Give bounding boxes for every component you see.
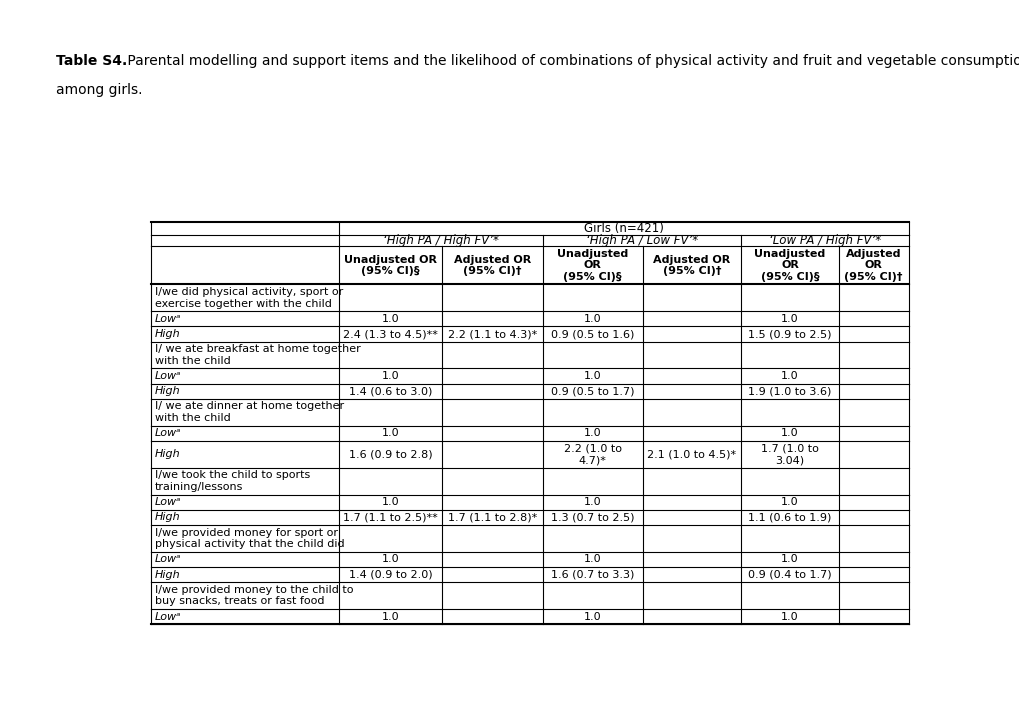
Text: I/we did physical activity, sport or
exercise together with the child: I/we did physical activity, sport or exe…	[155, 287, 343, 309]
Text: 1.0: 1.0	[583, 371, 601, 381]
Text: Adjusted
OR
(95% CI)†: Adjusted OR (95% CI)†	[844, 249, 902, 282]
Text: 1.0: 1.0	[583, 314, 601, 324]
Text: Lowᵃ: Lowᵃ	[155, 611, 181, 621]
Text: ‘Low PA / High FV’*: ‘Low PA / High FV’*	[768, 234, 880, 247]
Text: 1.1 (0.6 to 1.9): 1.1 (0.6 to 1.9)	[748, 513, 830, 522]
Text: among girls.: among girls.	[56, 83, 143, 96]
Text: 1.0: 1.0	[781, 497, 798, 507]
Text: 1.0: 1.0	[583, 428, 601, 438]
Text: 1.0: 1.0	[381, 497, 399, 507]
Text: 0.9 (0.5 to 1.6): 0.9 (0.5 to 1.6)	[550, 329, 634, 339]
Text: I/ we ate breakfast at home together
with the child: I/ we ate breakfast at home together wit…	[155, 344, 361, 366]
Text: Lowᵃ: Lowᵃ	[155, 497, 181, 507]
Text: 1.7 (1.1 to 2.8)*: 1.7 (1.1 to 2.8)*	[447, 513, 536, 522]
Text: Unadjusted
OR
(95% CI)§: Unadjusted OR (95% CI)§	[754, 249, 824, 282]
Text: 1.7 (1.0 to
3.04): 1.7 (1.0 to 3.04)	[760, 444, 818, 465]
Text: 2.2 (1.1 to 4.3)*: 2.2 (1.1 to 4.3)*	[447, 329, 536, 339]
Text: I/we provided money for sport or
physical activity that the child did: I/we provided money for sport or physica…	[155, 528, 344, 549]
Text: 1.0: 1.0	[781, 428, 798, 438]
Text: 1.9 (1.0 to 3.6): 1.9 (1.0 to 3.6)	[748, 386, 830, 396]
Text: 2.2 (1.0 to
4.7)*: 2.2 (1.0 to 4.7)*	[564, 444, 622, 465]
Text: 1.0: 1.0	[381, 428, 399, 438]
Text: Lowᵃ: Lowᵃ	[155, 371, 181, 381]
Text: Table S4.: Table S4.	[56, 54, 127, 68]
Text: ‘High PA / Low FV’*: ‘High PA / Low FV’*	[585, 234, 697, 247]
Text: 2.4 (1.3 to 4.5)**: 2.4 (1.3 to 4.5)**	[343, 329, 438, 339]
Text: High: High	[155, 449, 180, 459]
Text: High: High	[155, 386, 180, 396]
Text: 1.7 (1.1 to 2.5)**: 1.7 (1.1 to 2.5)**	[343, 513, 438, 522]
Text: Lowᵃ: Lowᵃ	[155, 428, 181, 438]
Text: 0.9 (0.4 to 1.7): 0.9 (0.4 to 1.7)	[747, 570, 830, 580]
Text: 1.0: 1.0	[381, 314, 399, 324]
Text: High: High	[155, 570, 180, 580]
Text: Unadjusted OR
(95% CI)§: Unadjusted OR (95% CI)§	[343, 255, 437, 276]
Text: 1.0: 1.0	[381, 371, 399, 381]
Text: Lowᵃ: Lowᵃ	[155, 314, 181, 324]
Text: Lowᵃ: Lowᵃ	[155, 554, 181, 564]
Text: I/we provided money to the child to
buy snacks, treats or fast food: I/we provided money to the child to buy …	[155, 585, 354, 606]
Text: Adjusted OR
(95% CI)†: Adjusted OR (95% CI)†	[453, 255, 531, 276]
Text: 1.0: 1.0	[583, 497, 601, 507]
Text: 1.0: 1.0	[781, 611, 798, 621]
Text: Unadjusted
OR
(95% CI)§: Unadjusted OR (95% CI)§	[556, 249, 628, 282]
Text: 2.1 (1.0 to 4.5)*: 2.1 (1.0 to 4.5)*	[647, 449, 736, 459]
Text: 1.3 (0.7 to 2.5): 1.3 (0.7 to 2.5)	[550, 513, 634, 522]
Text: 1.0: 1.0	[781, 371, 798, 381]
Text: 1.0: 1.0	[381, 554, 399, 564]
Text: 1.0: 1.0	[781, 314, 798, 324]
Text: 1.6 (0.7 to 3.3): 1.6 (0.7 to 3.3)	[550, 570, 634, 580]
Text: 1.0: 1.0	[583, 611, 601, 621]
Text: I/we took the child to sports
training/lessons: I/we took the child to sports training/l…	[155, 470, 310, 492]
Text: 0.9 (0.5 to 1.7): 0.9 (0.5 to 1.7)	[550, 386, 634, 396]
Text: 1.0: 1.0	[381, 611, 399, 621]
Text: 1.6 (0.9 to 2.8): 1.6 (0.9 to 2.8)	[348, 449, 432, 459]
Text: I/ we ate dinner at home together
with the child: I/ we ate dinner at home together with t…	[155, 402, 344, 423]
Text: Girls (n=421): Girls (n=421)	[584, 222, 663, 235]
Text: 1.4 (0.6 to 3.0): 1.4 (0.6 to 3.0)	[348, 386, 432, 396]
Text: High: High	[155, 513, 180, 522]
Text: 1.5 (0.9 to 2.5): 1.5 (0.9 to 2.5)	[748, 329, 830, 339]
Text: 1.4 (0.9 to 2.0): 1.4 (0.9 to 2.0)	[348, 570, 432, 580]
Text: 1.0: 1.0	[781, 554, 798, 564]
Text: ‘High PA / High FV’*: ‘High PA / High FV’*	[382, 234, 498, 247]
Text: 1.0: 1.0	[583, 554, 601, 564]
Text: Parental modelling and support items and the likelihood of combinations of physi: Parental modelling and support items and…	[123, 54, 1019, 68]
Text: Adjusted OR
(95% CI)†: Adjusted OR (95% CI)†	[652, 255, 730, 276]
Text: High: High	[155, 329, 180, 339]
